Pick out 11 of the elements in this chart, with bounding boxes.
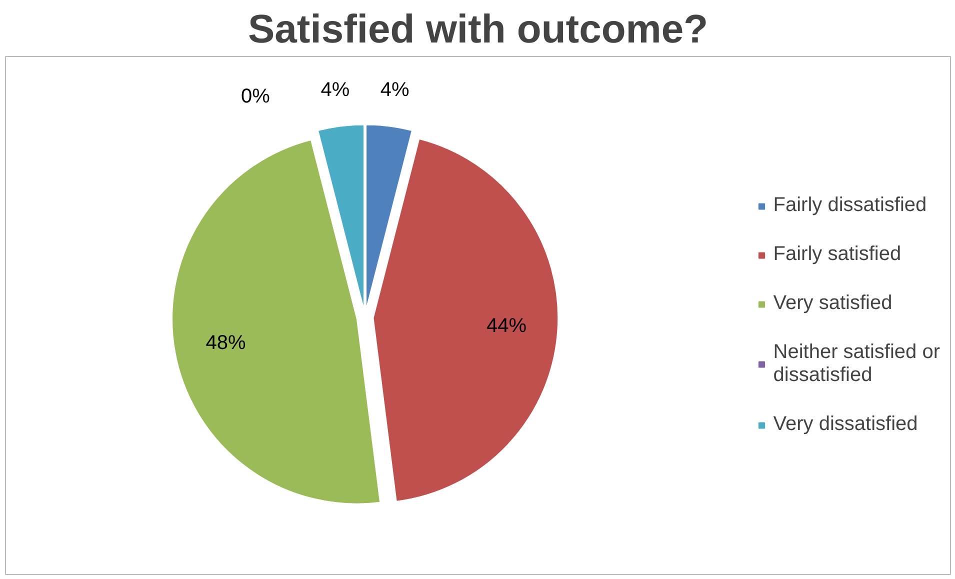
data-label: 4%: [320, 78, 350, 101]
legend-label: Neither satisfied or dissatisfied: [773, 341, 940, 387]
legend-label: Fairly dissatisfied: [773, 194, 927, 217]
legend-label: Fairly satisfied: [773, 243, 902, 266]
data-label: 4%: [380, 78, 410, 101]
data-label: 48%: [206, 332, 246, 354]
text: 0%: [240, 85, 270, 108]
legend-label: Very satisfied: [773, 292, 892, 315]
data-label: 44%: [486, 315, 527, 338]
legend-label: Very dissatisfied: [773, 413, 918, 436]
chart-title: Satisfied with outcome?: [248, 8, 708, 52]
